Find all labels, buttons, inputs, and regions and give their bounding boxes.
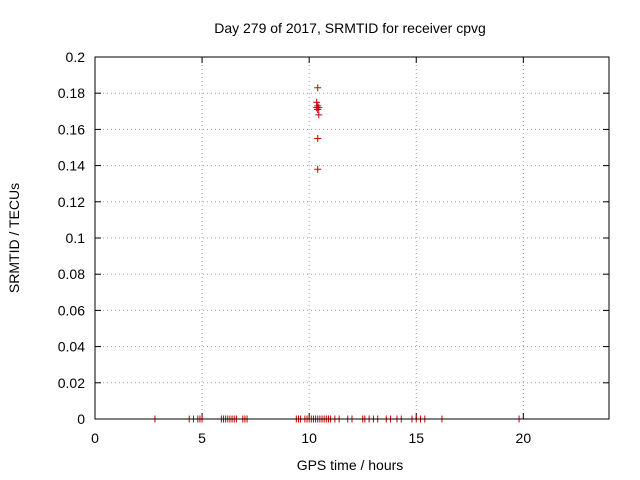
x-axis-label: GPS time / hours xyxy=(297,457,404,473)
plot-frame xyxy=(94,56,610,420)
y-tick-label: 0.1 xyxy=(66,230,86,246)
y-tick-label: 0.04 xyxy=(58,339,85,355)
x-tick-label: 20 xyxy=(516,430,532,446)
x-tick-label: 0 xyxy=(91,430,99,446)
data-point xyxy=(314,134,322,142)
x-tick-label: 15 xyxy=(408,430,424,446)
y-tick-label: 0.12 xyxy=(58,194,85,210)
y-tick-labels: 0 0.02 0.04 0.06 0.08 0.1 0.12 0.14 0.16 0.18 0.2 xyxy=(58,49,85,427)
data-points xyxy=(151,84,523,423)
x-tick-label: 5 xyxy=(198,430,206,446)
y-tick-label: 0.2 xyxy=(66,49,86,65)
y-tick-label: 0.02 xyxy=(58,375,85,391)
data-point xyxy=(314,84,322,92)
x-tick-labels: 0 5 10 15 20 xyxy=(91,430,531,446)
x-tick-label: 10 xyxy=(301,430,317,446)
y-tick-label: 0.14 xyxy=(58,158,85,174)
y-tick-label: 0.06 xyxy=(58,302,85,318)
y-tick-label: 0 xyxy=(77,411,85,427)
data-point xyxy=(314,105,322,113)
y-tick-label: 0.16 xyxy=(58,121,85,137)
y-tick-label: 0.18 xyxy=(58,85,85,101)
data-point xyxy=(313,104,321,112)
y-axis-label: SRMTID / TECUs xyxy=(6,183,22,293)
data-point xyxy=(314,165,322,173)
data-point xyxy=(315,111,323,119)
y-tick-label: 0.08 xyxy=(58,266,85,282)
chart-title: Day 279 of 2017, SRMTID for receiver cpv… xyxy=(214,20,486,36)
grid-lines xyxy=(94,56,609,420)
